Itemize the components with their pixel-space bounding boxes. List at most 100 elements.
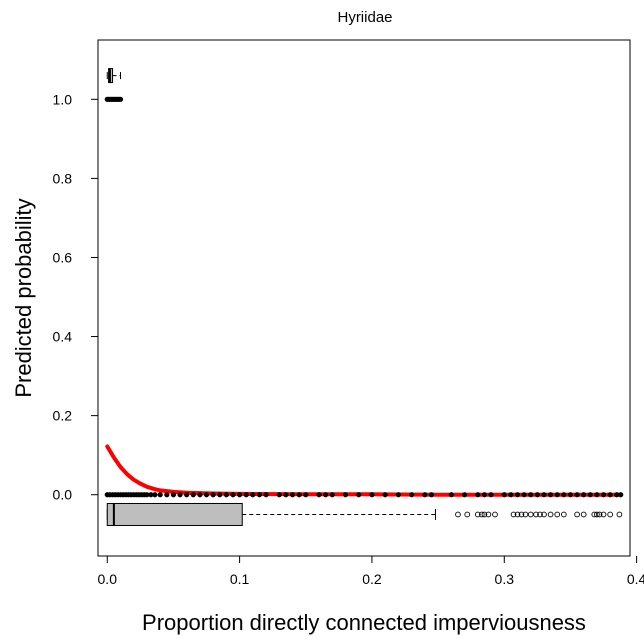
absence-point — [475, 492, 481, 498]
box-outlier — [510, 511, 517, 518]
box-outlier — [600, 511, 607, 518]
y-tick-label: 1.0 — [53, 91, 73, 107]
absence-point — [541, 492, 547, 498]
box-outlier — [455, 511, 461, 518]
data-points — [104, 96, 624, 498]
absence-point — [197, 492, 203, 498]
box-outlier — [537, 511, 543, 518]
x-axis: 0.0 0.1 0.2 0.3 0.4 — [98, 556, 644, 587]
absence-point — [177, 492, 183, 498]
absence-point — [594, 492, 600, 498]
box-outlier — [492, 511, 498, 518]
absence-point — [217, 492, 223, 498]
x-tick-label: 0.1 — [230, 571, 250, 587]
absence-point — [547, 492, 554, 498]
absence-point — [356, 492, 362, 498]
absence-point — [303, 492, 309, 498]
absence-point — [369, 492, 375, 498]
box-outlier — [591, 511, 598, 518]
x-tick-label: 0.2 — [362, 571, 382, 587]
absence-point — [614, 492, 620, 498]
absence-point — [223, 492, 229, 498]
absence-point — [395, 492, 402, 498]
absence-point — [581, 492, 587, 498]
absence-point — [528, 492, 534, 498]
y-axis-title: Predicted probability — [11, 198, 36, 397]
box-outlier — [522, 511, 529, 518]
box-outlier — [464, 511, 471, 518]
absence-point — [382, 492, 388, 498]
x-tick-label: 0.4 — [627, 571, 644, 587]
y-axis: 0.0 0.2 0.4 0.6 0.8 1.0 — [53, 91, 98, 503]
absence-point — [574, 492, 580, 498]
box-outlier — [518, 511, 525, 518]
absence-point — [170, 492, 177, 498]
absence-point — [237, 492, 243, 498]
absence-point — [488, 492, 494, 498]
absence-point — [276, 492, 282, 498]
boxplots — [106, 68, 623, 526]
box-outlier — [607, 511, 613, 518]
y-tick-label: 0.4 — [53, 329, 73, 345]
absence-point — [521, 492, 527, 498]
y-tick-label: 0.6 — [53, 249, 73, 265]
absence-point — [203, 492, 210, 498]
absence-point — [263, 492, 269, 498]
absence-point — [448, 492, 454, 498]
box-outlier — [527, 511, 534, 518]
absence-point — [296, 492, 302, 498]
absence-point — [567, 492, 574, 498]
y-tick-label: 0.0 — [53, 487, 73, 503]
absence-point — [618, 492, 624, 498]
absence-point — [148, 492, 154, 498]
absence-point — [587, 492, 593, 498]
absence-point — [152, 492, 158, 498]
x-axis-title: Proportion directly connected impervious… — [142, 610, 586, 635]
absence-point — [481, 492, 488, 498]
absence-point — [554, 492, 560, 498]
absence-point — [508, 492, 514, 498]
absence-point — [243, 492, 249, 498]
absence-point — [283, 492, 289, 498]
box-outlier — [478, 511, 485, 518]
absence-point — [230, 492, 236, 498]
box-outlier — [533, 511, 539, 518]
absence-point — [210, 492, 216, 498]
absence-point — [256, 492, 263, 498]
absence-point — [428, 492, 435, 498]
absence-point — [250, 492, 256, 498]
absence-point — [316, 492, 322, 498]
box-body — [106, 502, 243, 526]
box-outlier — [596, 511, 603, 518]
fitted-line — [105, 444, 623, 497]
box-outlier — [474, 511, 481, 518]
absence-point — [342, 492, 349, 498]
y-tick-label: 0.2 — [53, 408, 73, 424]
absence-point — [561, 492, 567, 498]
box-outlier — [485, 511, 492, 518]
absence-point — [289, 492, 296, 498]
x-tick-label: 0.3 — [495, 571, 515, 587]
absence-point — [501, 492, 507, 498]
absence-point — [190, 492, 196, 498]
box-outlier — [580, 511, 587, 518]
absence-point — [409, 492, 415, 498]
absence-point — [514, 492, 521, 498]
fitted-curve — [105, 444, 623, 497]
box-outlier — [481, 511, 488, 518]
absence-point — [144, 492, 150, 498]
absence-point — [607, 492, 613, 498]
absence-point — [461, 492, 468, 498]
box-outlier — [616, 511, 623, 518]
absence-point — [164, 492, 170, 498]
y-tick-label: 0.8 — [53, 170, 73, 186]
box-outlier — [547, 511, 554, 518]
absence-point — [323, 492, 329, 498]
plot-frame — [97, 39, 631, 557]
box-outlier — [554, 511, 561, 518]
absence-point — [184, 492, 190, 498]
absence-point — [422, 492, 428, 498]
absence-point — [329, 492, 335, 498]
chart-title: Hyriidae — [337, 9, 392, 26]
